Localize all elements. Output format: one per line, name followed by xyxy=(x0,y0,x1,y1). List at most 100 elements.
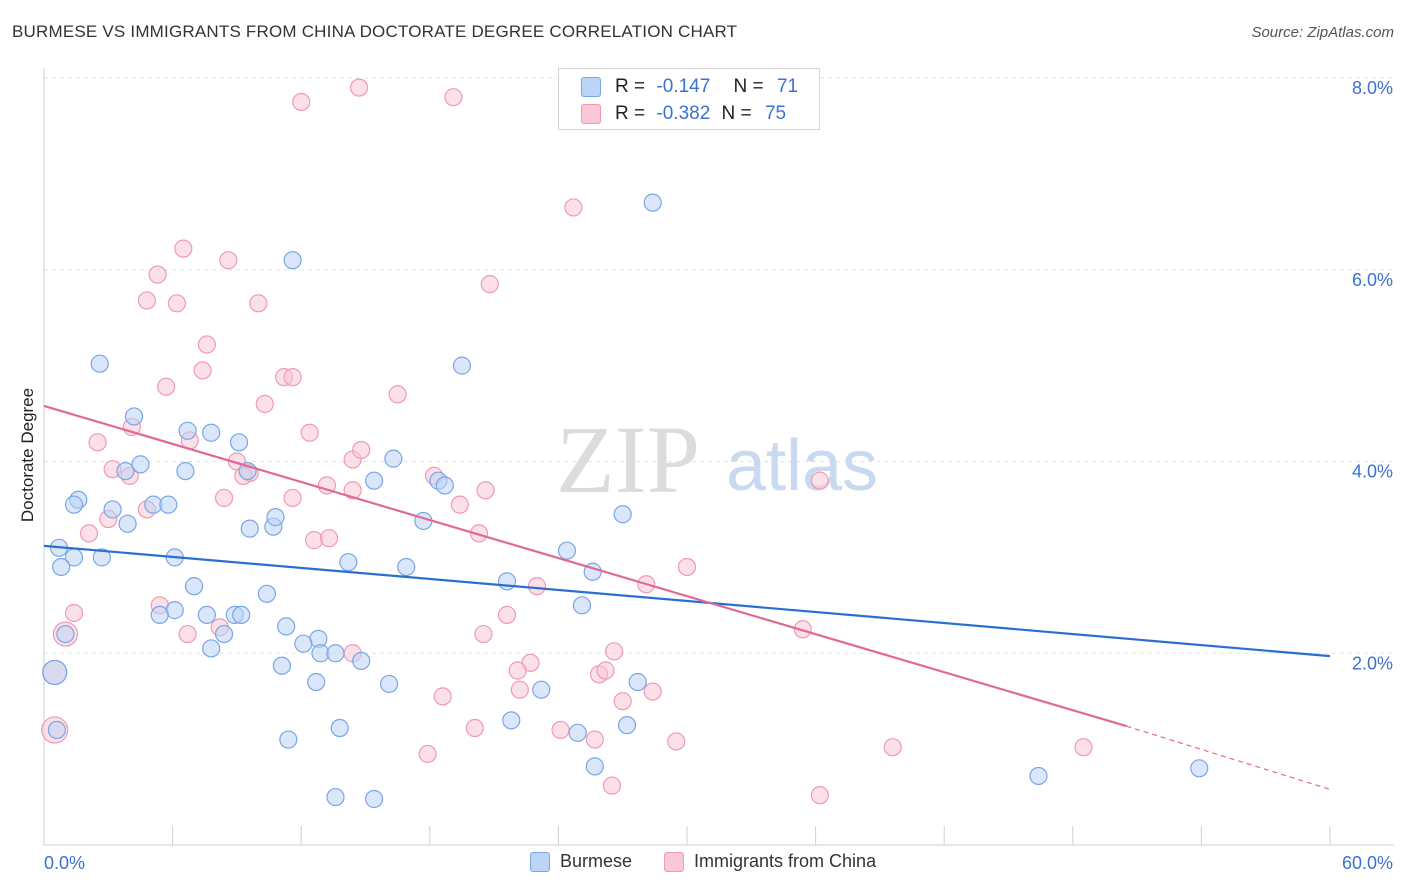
china-point xyxy=(352,440,371,460)
china-point xyxy=(602,776,622,795)
burmese-point xyxy=(379,674,399,694)
china-point xyxy=(197,335,216,354)
china-point xyxy=(418,744,437,764)
china-point xyxy=(214,488,234,508)
y-tick-label: 8.0% xyxy=(1352,78,1393,98)
burmese-point xyxy=(568,723,587,742)
tick-labels: 2.0% 4.0% 6.0% 8.0% 0.0% 60.0% xyxy=(44,78,1393,873)
china-point xyxy=(444,88,463,107)
burmese-point xyxy=(159,495,178,514)
burmese-point xyxy=(42,659,68,686)
china-point xyxy=(174,239,193,258)
burmese-r-label: R = xyxy=(615,76,646,97)
burmese-n-label: N = xyxy=(733,76,764,97)
china-point xyxy=(450,495,469,514)
burmese-n-value: 71 xyxy=(776,76,799,97)
legend-label-burmese: Burmese xyxy=(560,851,633,871)
burmese-point xyxy=(364,789,384,809)
y-tick-label: 6.0% xyxy=(1352,270,1393,290)
legend-item-china[interactable]: Immigrants from China xyxy=(664,851,876,872)
china-point xyxy=(148,265,167,284)
burmese-point xyxy=(326,787,345,807)
china-point xyxy=(292,92,311,112)
china-r-label: R = xyxy=(615,103,646,124)
china-point xyxy=(319,529,339,548)
burmese-point xyxy=(178,421,197,440)
chart-source: Source: ZipAtlas.com xyxy=(1251,24,1394,41)
china-point xyxy=(283,488,302,508)
burmese-point xyxy=(352,651,371,671)
burmese-point xyxy=(617,716,637,735)
burmese-point xyxy=(364,471,384,490)
trend-line-china-extension xyxy=(1126,725,1331,790)
china-point xyxy=(551,720,570,740)
china-point xyxy=(167,294,186,313)
china-point xyxy=(178,624,197,644)
burmese-point xyxy=(64,495,84,514)
burmese-point xyxy=(613,505,632,524)
x-tick-label: 60.0% xyxy=(1342,853,1393,873)
china-point xyxy=(193,361,212,380)
burmese-point xyxy=(557,541,577,560)
china-point xyxy=(88,433,107,452)
burmese-point xyxy=(124,407,144,426)
burmese-point xyxy=(92,548,111,567)
burmese-point xyxy=(202,639,221,658)
china-point xyxy=(219,251,238,270)
axes xyxy=(43,68,1394,846)
burmese-point xyxy=(572,596,592,615)
y-tick-label: 4.0% xyxy=(1352,462,1393,482)
china-point xyxy=(249,294,268,313)
burmese-point xyxy=(435,476,454,495)
y-tick-label: 2.0% xyxy=(1352,653,1393,673)
burmese-point xyxy=(1190,759,1209,778)
burmese-point xyxy=(103,500,122,519)
burmese-point xyxy=(240,519,259,538)
burmese-point xyxy=(628,672,647,692)
burmese-point xyxy=(294,634,313,653)
china-point xyxy=(304,531,324,550)
watermark: ZIP atlas xyxy=(556,406,878,513)
china-point xyxy=(64,603,84,623)
china-stats: R = -0.382 N = 75 xyxy=(615,103,786,125)
china-point xyxy=(137,291,156,310)
burmese-point xyxy=(266,508,285,527)
china-point xyxy=(883,738,902,757)
china-point xyxy=(667,732,686,751)
china-point xyxy=(433,687,452,706)
burmese-point xyxy=(497,572,517,591)
china-point xyxy=(1074,738,1093,757)
china-point xyxy=(349,78,369,97)
china-point xyxy=(643,682,662,701)
burmese-point xyxy=(1029,766,1048,786)
burmese-point xyxy=(384,449,403,468)
legend-item-burmese[interactable]: Burmese xyxy=(530,851,632,872)
china-point xyxy=(157,377,176,396)
burmese-point xyxy=(197,605,216,625)
legend-swatch-china xyxy=(664,851,685,872)
burmese-point xyxy=(116,461,135,481)
trend-line-china xyxy=(43,404,1127,728)
watermark-atlas: atlas xyxy=(726,426,878,506)
china-point xyxy=(596,661,615,680)
china-point xyxy=(465,718,484,738)
burmese-point xyxy=(307,672,326,692)
burmese-point xyxy=(56,624,75,644)
burmese-point xyxy=(585,757,604,776)
china-point xyxy=(476,481,495,500)
burmese-point xyxy=(283,251,302,270)
china-point xyxy=(510,680,529,699)
china-r-value: -0.382 xyxy=(656,103,711,124)
china-point xyxy=(605,642,624,661)
china-point xyxy=(474,624,493,644)
china-point xyxy=(283,368,302,387)
china-point xyxy=(613,692,632,711)
china-point xyxy=(810,786,829,805)
y-axis-label: Doctorate Degree xyxy=(18,387,37,523)
china-point xyxy=(343,481,362,500)
china-point xyxy=(585,730,604,749)
burmese-point xyxy=(257,584,277,603)
burmese-point xyxy=(214,624,234,644)
burmese-point xyxy=(339,553,358,572)
